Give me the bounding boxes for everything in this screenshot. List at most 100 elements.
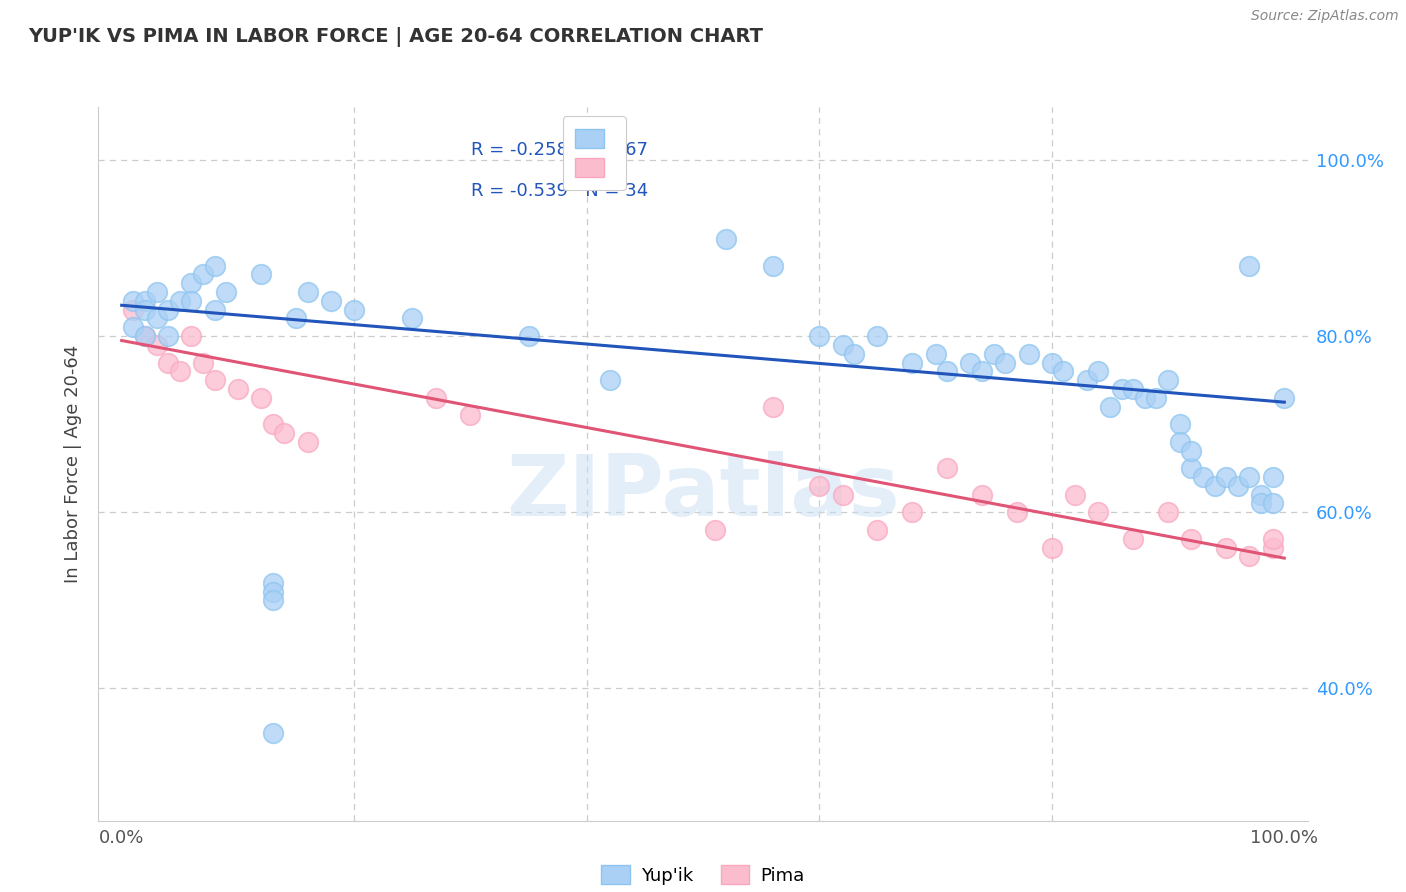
- Point: [343, 302, 366, 317]
- Point: [180, 277, 202, 291]
- Point: [262, 593, 284, 607]
- Point: [1157, 505, 1180, 519]
- Point: [1076, 373, 1098, 387]
- Point: [1261, 470, 1284, 484]
- Point: [1064, 488, 1087, 502]
- Point: [1261, 532, 1284, 546]
- Point: [1250, 496, 1272, 510]
- Point: [1168, 434, 1191, 449]
- Point: [983, 347, 1005, 361]
- Point: [936, 461, 959, 475]
- Point: [762, 259, 785, 273]
- Point: [1180, 443, 1202, 458]
- Point: [145, 311, 167, 326]
- Point: [262, 575, 284, 590]
- Point: [866, 329, 889, 343]
- Point: [145, 285, 167, 299]
- Text: YUP'IK VS PIMA IN LABOR FORCE | AGE 20-64 CORRELATION CHART: YUP'IK VS PIMA IN LABOR FORCE | AGE 20-6…: [28, 27, 763, 46]
- Point: [1215, 470, 1237, 484]
- Point: [517, 329, 540, 343]
- Point: [204, 302, 226, 317]
- Legend: Yup'ik, Pima: Yup'ik, Pima: [592, 855, 814, 892]
- Point: [959, 355, 981, 369]
- Text: ZIPatlas: ZIPatlas: [506, 450, 900, 534]
- Point: [297, 285, 319, 299]
- Point: [599, 373, 621, 387]
- Point: [262, 725, 284, 739]
- Point: [134, 293, 156, 308]
- Point: [1018, 347, 1040, 361]
- Text: R = -0.258   N = 67: R = -0.258 N = 67: [471, 141, 648, 159]
- Point: [262, 417, 284, 432]
- Point: [762, 400, 785, 414]
- Point: [180, 293, 202, 308]
- Point: [262, 584, 284, 599]
- Point: [831, 338, 853, 352]
- Point: [401, 311, 423, 326]
- Point: [866, 523, 889, 537]
- Point: [1087, 364, 1109, 378]
- Point: [169, 364, 191, 378]
- Point: [1180, 461, 1202, 475]
- Point: [1040, 355, 1063, 369]
- Point: [157, 355, 180, 369]
- Point: [1261, 541, 1284, 555]
- Point: [215, 285, 238, 299]
- Point: [1168, 417, 1191, 432]
- Point: [134, 329, 156, 343]
- Point: [1052, 364, 1074, 378]
- Point: [936, 364, 959, 378]
- Point: [1040, 541, 1063, 555]
- Point: [297, 434, 319, 449]
- Point: [460, 409, 482, 423]
- Point: [145, 338, 167, 352]
- Point: [970, 488, 993, 502]
- Point: [1087, 505, 1109, 519]
- Text: Source: ZipAtlas.com: Source: ZipAtlas.com: [1251, 9, 1399, 23]
- Point: [831, 488, 853, 502]
- Point: [319, 293, 342, 308]
- Point: [122, 293, 145, 308]
- Point: [1250, 488, 1272, 502]
- Point: [122, 320, 145, 334]
- Point: [122, 302, 145, 317]
- Point: [1133, 391, 1156, 405]
- Point: [157, 302, 180, 317]
- Point: [994, 355, 1017, 369]
- Point: [169, 293, 191, 308]
- Point: [1144, 391, 1167, 405]
- Y-axis label: In Labor Force | Age 20-64: In Labor Force | Age 20-64: [65, 344, 83, 583]
- Point: [273, 425, 295, 440]
- Point: [1215, 541, 1237, 555]
- Point: [191, 268, 214, 282]
- Point: [1122, 532, 1144, 546]
- Point: [134, 302, 156, 317]
- Point: [204, 259, 226, 273]
- Point: [1122, 382, 1144, 396]
- Point: [1272, 391, 1295, 405]
- Point: [808, 479, 831, 493]
- Point: [1180, 532, 1202, 546]
- Point: [970, 364, 993, 378]
- Point: [134, 329, 156, 343]
- Point: [1239, 549, 1261, 564]
- Point: [1157, 373, 1180, 387]
- Point: [1239, 470, 1261, 484]
- Text: R = -0.539   N = 34: R = -0.539 N = 34: [471, 182, 648, 200]
- Point: [1204, 479, 1226, 493]
- Point: [1098, 400, 1121, 414]
- Point: [901, 355, 924, 369]
- Point: [1111, 382, 1133, 396]
- Point: [901, 505, 924, 519]
- Point: [716, 232, 738, 246]
- Point: [250, 391, 273, 405]
- Point: [1226, 479, 1249, 493]
- Point: [1239, 259, 1261, 273]
- Point: [180, 329, 202, 343]
- Point: [425, 391, 447, 405]
- Point: [250, 268, 273, 282]
- Point: [808, 329, 831, 343]
- Point: [703, 523, 725, 537]
- Point: [924, 347, 946, 361]
- Point: [1005, 505, 1028, 519]
